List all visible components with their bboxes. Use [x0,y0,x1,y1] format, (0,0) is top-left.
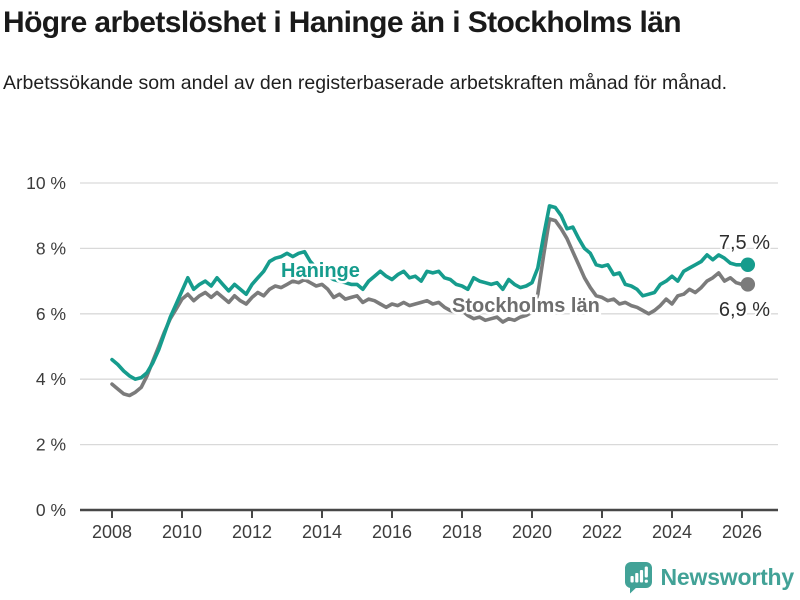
x-axis-tick-label: 2018 [442,522,482,542]
y-axis-tick-label: 0 % [36,500,66,520]
y-axis-tick-label: 4 % [36,369,66,389]
y-axis-tick-label: 10 % [26,173,66,193]
x-axis-tick-label: 2016 [372,522,412,542]
y-axis-tick-label: 2 % [36,435,66,455]
haninge-end-dot [740,257,756,272]
haninge-series-label: Haninge [281,260,360,282]
haninge-end-value-label: 7,5 % [719,232,770,254]
page-title: Högre arbetslöshet i Haninge än i Stockh… [3,6,682,39]
x-axis-tick-label: 2020 [512,522,552,542]
x-axis-tick-label: 2022 [582,522,622,542]
x-axis-tick-label: 2010 [162,522,202,542]
x-axis-tick-label: 2026 [722,522,762,542]
y-axis-tick-label: 6 % [36,304,66,324]
newsworthy-wordmark: Newsworthy [660,564,795,590]
stockholm-end-dot [740,277,756,292]
page-subtitle: Arbetssökande som andel av den registerb… [3,72,728,94]
x-axis-tick-label: 2012 [232,522,272,542]
newsworthy-logo: Newsworthy [624,561,794,594]
newsworthy-icon [624,562,652,594]
x-axis-tick-label: 2008 [92,522,132,542]
y-axis-tick-label: 8 % [36,238,66,258]
haninge-line [110,204,750,382]
stockholm-series-label: Stockholms län [452,295,600,317]
stockholm-end-value-label: 6,9 % [719,299,770,321]
stockholm-line [110,217,750,398]
x-axis-tick-label: 2024 [652,522,692,542]
x-axis-tick-label: 2014 [302,522,342,542]
